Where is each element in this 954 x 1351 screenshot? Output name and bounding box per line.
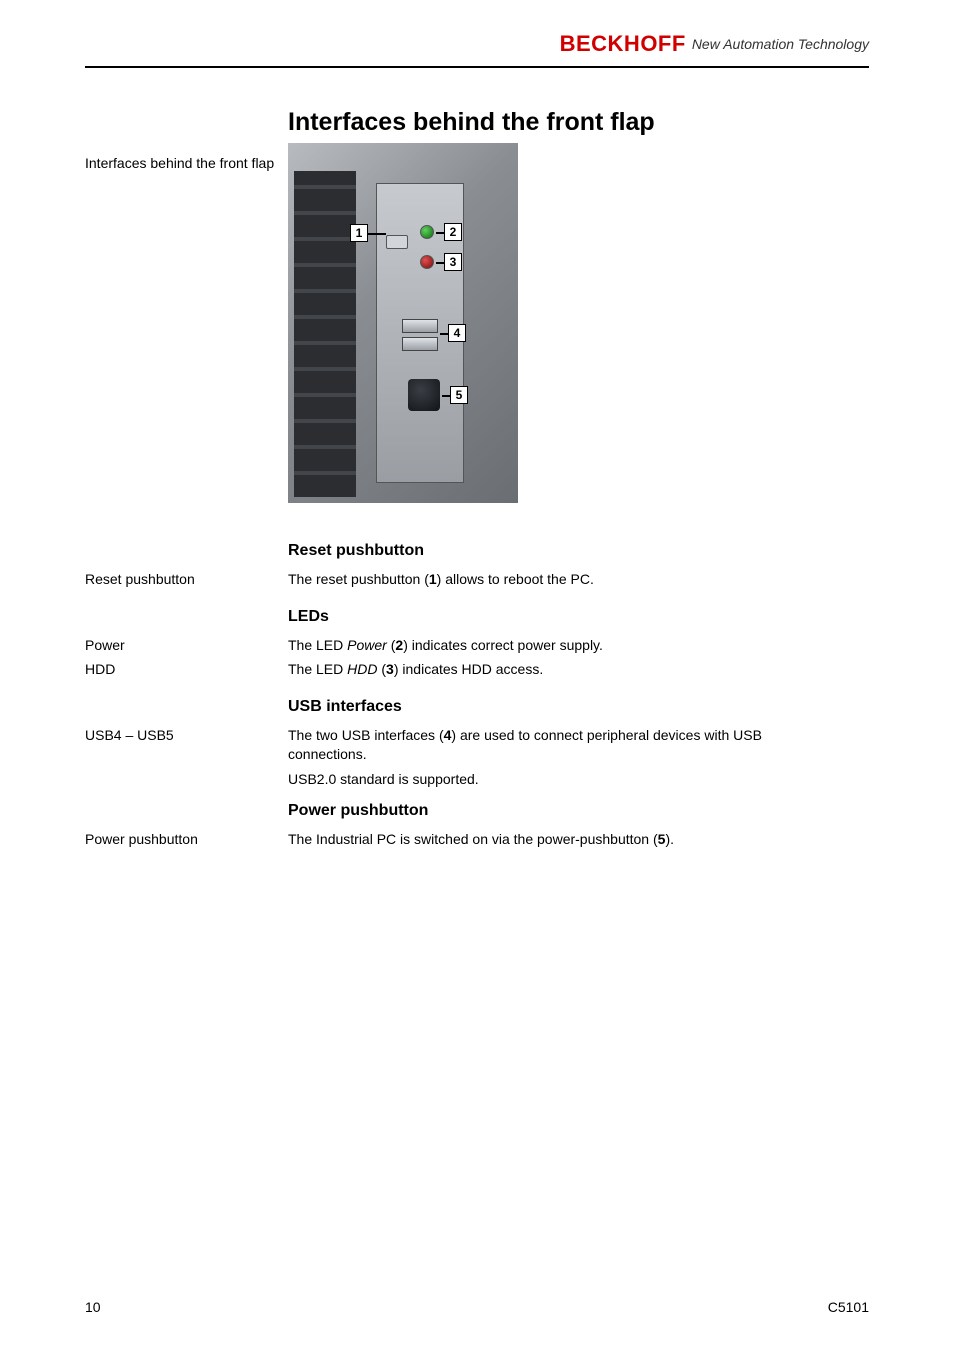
- logo: BECKHOFF: [560, 31, 686, 57]
- chassis-grille-icon: [294, 171, 356, 497]
- hdd-led-icon: [420, 255, 434, 269]
- text: (: [377, 661, 386, 677]
- text: The two USB interfaces (: [288, 727, 444, 743]
- em: HDD: [347, 661, 377, 677]
- section-powerbtn: Power pushbutton: [288, 800, 843, 826]
- callout-1: 1: [350, 224, 368, 242]
- usb-port-icon: [402, 319, 438, 333]
- front-flap-figure: 1 2 3 4 5: [288, 143, 518, 503]
- sidenote-usb: USB4 – USB5: [85, 726, 275, 744]
- sidenote-power-led: Power: [85, 636, 275, 654]
- text: ) indicates HDD access.: [394, 661, 543, 677]
- heading-reset: Reset pushbutton: [288, 540, 843, 562]
- sidenote-hdd-led: HDD: [85, 660, 275, 678]
- section-leds: LEDs: [288, 606, 843, 632]
- section-reset: Reset pushbutton: [288, 540, 843, 566]
- para-reset: The reset pushbutton (1) allows to reboo…: [288, 570, 843, 589]
- text: ).: [665, 831, 674, 847]
- callout-leader: [436, 262, 444, 264]
- callout-4: 4: [448, 324, 466, 342]
- doc-id: C5101: [828, 1299, 869, 1315]
- callout-leader: [368, 233, 386, 235]
- text: The reset pushbutton (: [288, 571, 429, 587]
- para-power-led: The LED Power (2) indicates correct powe…: [288, 636, 843, 655]
- callout-leader: [442, 395, 450, 397]
- callout-5: 5: [450, 386, 468, 404]
- power-led-icon: [420, 225, 434, 239]
- page-header: BECKHOFF New Automation Technology: [85, 28, 869, 68]
- heading-usb: USB interfaces: [288, 696, 843, 718]
- heading-powerbtn: Power pushbutton: [288, 800, 843, 822]
- reset-button-graphic: [386, 235, 408, 249]
- sidenote-intro: Interfaces behind the front flap: [85, 154, 275, 172]
- heading-leds: LEDs: [288, 606, 843, 628]
- page-title: Interfaces behind the front flap: [288, 108, 655, 137]
- text: ) indicates correct power supply.: [403, 637, 603, 653]
- ref: 1: [429, 571, 437, 587]
- para-hdd-led: The LED HDD (3) indicates HDD access.: [288, 660, 843, 679]
- text: The Industrial PC is switched on via the…: [288, 831, 658, 847]
- page-footer: 10 C5101: [85, 1299, 869, 1315]
- text: The LED: [288, 637, 347, 653]
- sidenote-powerbtn: Power pushbutton: [85, 830, 275, 848]
- callout-leader: [440, 333, 448, 335]
- section-usb: USB interfaces: [288, 696, 843, 722]
- callout-3: 3: [444, 253, 462, 271]
- sidenote-reset: Reset pushbutton: [85, 570, 275, 588]
- page-number: 10: [85, 1299, 101, 1315]
- power-button-graphic: [408, 379, 440, 411]
- em: Power: [347, 637, 387, 653]
- para-usb-1: The two USB interfaces (4) are used to c…: [288, 726, 843, 764]
- ref: 3: [386, 661, 394, 677]
- text: ) allows to reboot the PC.: [437, 571, 594, 587]
- callout-2: 2: [444, 223, 462, 241]
- para-usb-2: USB2.0 standard is supported.: [288, 770, 843, 789]
- usb-port-icon: [402, 337, 438, 351]
- callout-leader: [436, 232, 444, 234]
- text: The LED: [288, 661, 347, 677]
- logo-tagline: New Automation Technology: [692, 36, 869, 52]
- para-powerbtn: The Industrial PC is switched on via the…: [288, 830, 843, 849]
